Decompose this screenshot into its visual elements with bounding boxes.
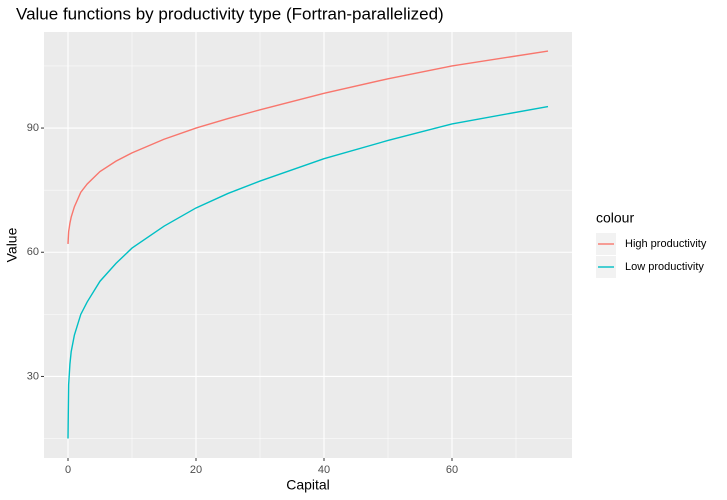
legend-title: colour xyxy=(596,210,634,226)
chart-title: Value functions by productivity type (Fo… xyxy=(16,4,444,23)
x-tick-label: 60 xyxy=(446,464,458,476)
panel xyxy=(44,32,572,458)
y-tick-label: 30 xyxy=(27,370,39,382)
x-tick-label: 40 xyxy=(318,464,330,476)
legend-label: Low productivity xyxy=(625,261,704,273)
legend-label: High productivity xyxy=(625,238,707,250)
y-axis-title: Value xyxy=(4,227,20,262)
y-tick-label: 60 xyxy=(27,246,39,258)
line-series xyxy=(67,105,549,439)
x-tick-label: 20 xyxy=(190,464,202,476)
line-series xyxy=(67,50,549,245)
y-tick-label: 90 xyxy=(27,122,39,134)
x-tick-label: 0 xyxy=(65,464,71,476)
x-axis-title: Capital xyxy=(286,477,330,493)
